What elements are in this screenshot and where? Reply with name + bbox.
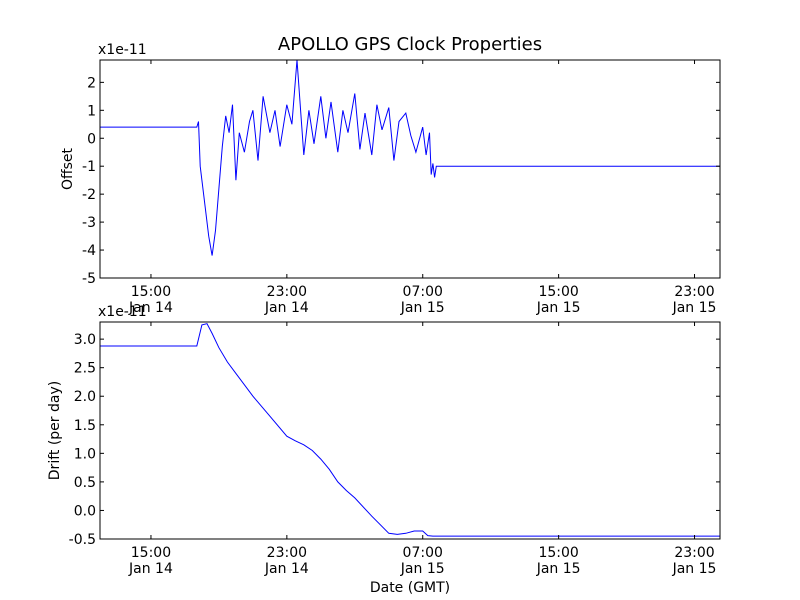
offset-ytick-label: -3 [82, 215, 96, 231]
offset-xtick-label-time: 23:00 [267, 284, 307, 300]
drift-xtick-label-time: 23:00 [674, 545, 714, 561]
drift-ytick-label: 2.0 [74, 389, 96, 405]
drift-xtick-label-time: 07:00 [403, 545, 443, 561]
drift-ytick-label: 0.5 [74, 475, 96, 491]
offset-ytick-label: -1 [82, 159, 96, 175]
drift-ytick-label: 0.0 [74, 503, 96, 519]
offset-xtick-label-date: Jan 15 [672, 300, 717, 316]
offset-ytick-label: 0 [87, 131, 96, 147]
drift-ytick-label: 3.0 [74, 332, 96, 348]
drift-xtick-label-date: Jan 14 [264, 561, 309, 577]
drift-series-line [100, 323, 720, 537]
drift-scale-label: x1e-11 [98, 304, 147, 320]
offset-xtick-label-time: 23:00 [674, 284, 714, 300]
offset-ytick-label: -4 [82, 243, 96, 259]
offset-ylabel: Offset [60, 147, 76, 190]
offset-xtick-label-time: 15:00 [538, 284, 578, 300]
drift-xtick-label-time: 23:00 [267, 545, 307, 561]
drift-ytick-label: 1.0 [74, 446, 96, 462]
offset-ytick-label: -2 [82, 187, 96, 203]
drift-axes-frame [99, 321, 721, 540]
drift-ylabel: Drift (per day) [47, 381, 63, 480]
offset-xtick-label-date: Jan 14 [264, 300, 309, 316]
offset-xtick-label-date: Jan 14 [128, 300, 173, 316]
drift-xtick-label-time: 15:00 [538, 545, 578, 561]
drift-ytick-label: -0.5 [69, 532, 96, 548]
offset-xtick-label-date: Jan 15 [400, 300, 445, 316]
drift-xtick-label-time: 15:00 [131, 545, 171, 561]
drift-xlabel: Date (GMT) [370, 580, 450, 596]
offset-ytick-label: 2 [87, 75, 96, 91]
offset-ytick-label: -5 [82, 271, 96, 287]
figure-title: APOLLO GPS Clock Properties [278, 34, 542, 55]
drift-ytick-label: 2.5 [74, 361, 96, 377]
offset-series-line [100, 59, 720, 256]
offset-ytick-label: 1 [87, 103, 96, 119]
offset-xtick-label-time: 15:00 [131, 284, 171, 300]
drift-xtick-label-date: Jan 15 [400, 561, 445, 577]
offset-xtick-label-date: Jan 15 [536, 300, 581, 316]
drift-xtick-label-date: Jan 14 [128, 561, 173, 577]
offset-axes-frame [99, 59, 721, 279]
offset-scale-label: x1e-11 [98, 42, 147, 58]
drift-ytick-label: 1.5 [74, 418, 96, 434]
drift-xtick-label-date: Jan 15 [672, 561, 717, 577]
drift-xtick-label-date: Jan 15 [536, 561, 581, 577]
offset-xtick-label-time: 07:00 [403, 284, 443, 300]
